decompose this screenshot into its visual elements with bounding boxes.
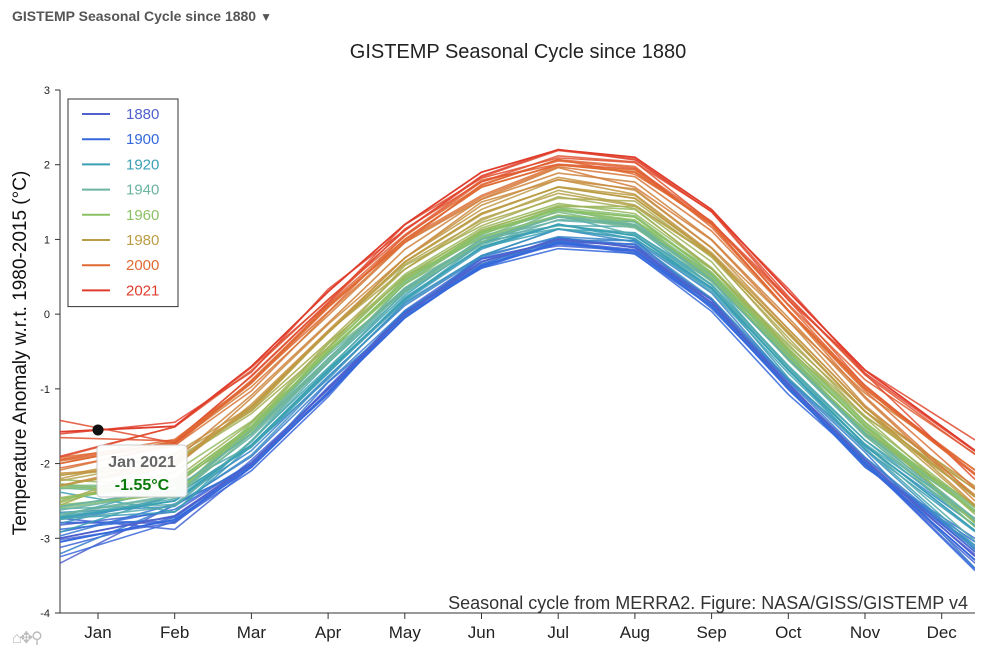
legend-label-1880[interactable]: 1880 bbox=[126, 106, 159, 123]
ensemble-line bbox=[60, 197, 975, 507]
x-tick-label-apr: Apr bbox=[315, 623, 342, 642]
x-tick-label-aug: Aug bbox=[620, 623, 650, 642]
ensemble-line bbox=[60, 148, 975, 453]
y-tick-label: 2 bbox=[44, 160, 50, 172]
legend-label-1960[interactable]: 1960 bbox=[126, 207, 159, 224]
ensemble-line bbox=[60, 219, 975, 523]
ensemble-line bbox=[60, 240, 975, 564]
ensemble-line bbox=[60, 166, 975, 498]
y-tick-label: 1 bbox=[44, 234, 50, 246]
chevron-down-icon: ▼ bbox=[260, 10, 272, 24]
y-tick-label: -3 bbox=[40, 533, 50, 545]
series-line-1900[interactable] bbox=[60, 242, 975, 561]
x-tick-label-nov: Nov bbox=[850, 623, 881, 642]
ensemble-line bbox=[60, 240, 975, 564]
x-tick-label-sep: Sep bbox=[696, 623, 726, 642]
y-axis-label: Temperature Anomaly w.r.t. 1980-2015 (°C… bbox=[10, 171, 31, 536]
legend-label-1980[interactable]: 1980 bbox=[126, 232, 159, 249]
tooltip-label: Jan 2021 bbox=[108, 454, 176, 471]
legend-label-1940[interactable]: 1940 bbox=[126, 182, 159, 199]
series-lines bbox=[60, 148, 975, 572]
x-tick-label-feb: Feb bbox=[160, 623, 189, 642]
y-tick-label: -4 bbox=[40, 608, 50, 620]
chart-title: GISTEMP Seasonal Cycle since 1880 bbox=[350, 41, 686, 63]
series-line-2000[interactable] bbox=[60, 163, 975, 476]
series-line-1920[interactable] bbox=[60, 223, 975, 532]
x-tick-label-oct: Oct bbox=[775, 623, 802, 642]
legend-box bbox=[67, 98, 179, 308]
legend-label-2000[interactable]: 2000 bbox=[126, 257, 159, 274]
chart-selector-dropdown[interactable]: GISTEMP Seasonal Cycle since 1880 ▼ bbox=[12, 8, 272, 24]
tooltip-value: -1.55°C bbox=[115, 477, 170, 494]
chart-selector-label: GISTEMP Seasonal Cycle since 1880 bbox=[12, 8, 257, 24]
x-tick-label-jan: Jan bbox=[84, 623, 111, 642]
legend-label-1920[interactable]: 1920 bbox=[126, 156, 159, 173]
x-tick-label-may: May bbox=[389, 623, 422, 642]
x-tick-label-jul: Jul bbox=[547, 623, 569, 642]
y-tick-label: -1 bbox=[40, 384, 50, 396]
hover-point-marker[interactable] bbox=[92, 424, 104, 436]
tooltip-box bbox=[96, 444, 188, 498]
y-tick-label: 0 bbox=[44, 309, 50, 321]
plot-area: 3 2 1 0 -1 -2 -3 -4 Jan Feb Mar Apr May Jun Jul Aug Sep O… bbox=[40, 85, 975, 642]
y-tick-label: 3 bbox=[44, 85, 50, 97]
series-line-1880[interactable] bbox=[60, 238, 975, 557]
x-tick-label-dec: Dec bbox=[927, 623, 958, 642]
series-line-2021[interactable] bbox=[60, 148, 975, 452]
y-tick-label: -2 bbox=[40, 459, 50, 471]
figure-credit: Seasonal cycle from MERRA2. Figure: NASA… bbox=[448, 593, 968, 613]
chart-toolbar[interactable]: ⌂✥⚲ bbox=[12, 628, 43, 648]
toolbar-glyphs[interactable]: ⌂✥⚲ bbox=[12, 630, 43, 647]
legend-label-1900[interactable]: 1900 bbox=[126, 131, 159, 148]
legend-label-2021[interactable]: 2021 bbox=[126, 282, 159, 299]
x-tick-label-mar: Mar bbox=[237, 623, 267, 642]
x-tick-label-jun: Jun bbox=[468, 623, 495, 642]
